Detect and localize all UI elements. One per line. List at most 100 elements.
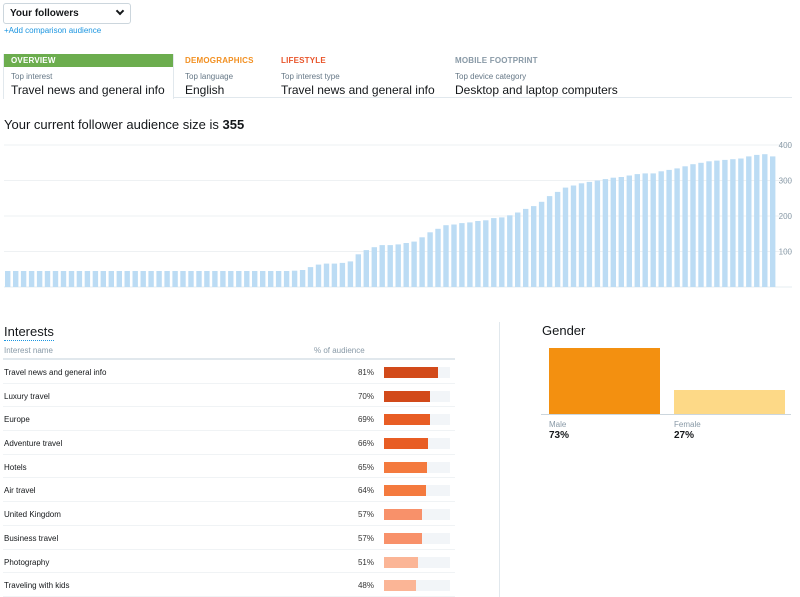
audience-bar[interactable] — [419, 237, 425, 287]
audience-bar[interactable] — [331, 263, 338, 287]
audience-bar[interactable] — [323, 263, 330, 287]
audience-bar[interactable] — [132, 271, 138, 287]
audience-bar[interactable] — [188, 271, 194, 287]
audience-bar[interactable] — [682, 166, 688, 287]
audience-bar[interactable] — [20, 271, 27, 287]
audience-bar[interactable] — [674, 168, 680, 287]
audience-bar[interactable] — [268, 271, 274, 287]
interest-row[interactable]: Traveling with kids 48% — [3, 573, 455, 597]
audience-bar[interactable] — [610, 177, 616, 287]
audience-bar[interactable] — [722, 159, 728, 287]
audience-bar[interactable] — [690, 164, 696, 287]
audience-bar[interactable] — [467, 222, 473, 287]
audience-select[interactable]: Your followers — [3, 3, 131, 24]
audience-bar[interactable] — [148, 271, 154, 287]
audience-bar[interactable] — [650, 173, 656, 287]
audience-bar[interactable] — [387, 245, 393, 287]
audience-bar[interactable] — [196, 271, 202, 287]
audience-bar[interactable] — [156, 271, 162, 287]
interest-row[interactable]: United Kingdom 57% — [3, 502, 455, 526]
audience-bar[interactable] — [443, 225, 449, 287]
audience-bar[interactable] — [626, 175, 632, 288]
audience-bar[interactable] — [52, 271, 59, 287]
audience-bar[interactable] — [714, 160, 720, 287]
gender-bar-female[interactable] — [674, 390, 785, 415]
interest-row[interactable]: Europe 69% — [3, 407, 455, 432]
audience-bar[interactable] — [578, 183, 585, 287]
audience-bar[interactable] — [307, 267, 314, 287]
audience-bar[interactable] — [507, 215, 513, 287]
audience-bar[interactable] — [204, 271, 210, 287]
audience-bar[interactable] — [531, 206, 537, 287]
audience-bar[interactable] — [435, 228, 441, 287]
audience-bar[interactable] — [339, 262, 346, 287]
audience-bar[interactable] — [228, 271, 234, 287]
audience-bar[interactable] — [28, 271, 35, 287]
audience-bar[interactable] — [108, 271, 114, 287]
audience-bar[interactable] — [68, 271, 75, 287]
interest-row[interactable]: Luxury travel 70% — [3, 384, 455, 408]
audience-bar[interactable] — [698, 162, 704, 288]
audience-bar[interactable] — [172, 271, 178, 287]
interest-row[interactable]: Business travel 57% — [3, 526, 455, 550]
audience-bar[interactable] — [562, 187, 569, 287]
audience-bar[interactable] — [491, 218, 497, 287]
tab-demographics[interactable]: DEMOGRAPHICS Top language English — [185, 54, 275, 98]
interest-row[interactable]: Adventure travel 66% — [3, 431, 455, 455]
interest-row[interactable]: Photography 51% — [3, 550, 455, 574]
audience-bar[interactable] — [554, 191, 561, 287]
audience-bar[interactable] — [140, 271, 146, 287]
audience-bar[interactable] — [738, 158, 744, 288]
audience-bar[interactable] — [618, 177, 624, 287]
audience-bar[interactable] — [762, 154, 768, 287]
audience-bar[interactable] — [451, 224, 457, 288]
tab-lifestyle[interactable]: LIFESTYLE Top interest type Travel news … — [281, 54, 451, 98]
audience-bar[interactable] — [84, 271, 91, 287]
audience-bar[interactable] — [538, 201, 545, 287]
audience-bar[interactable] — [602, 179, 609, 287]
audience-bar[interactable] — [594, 180, 601, 288]
add-comparison-audience-link[interactable]: +Add comparison audience — [4, 26, 102, 35]
audience-bar[interactable] — [523, 208, 529, 287]
audience-bar[interactable] — [642, 173, 648, 287]
audience-bar[interactable] — [236, 271, 242, 287]
col-interest-name[interactable]: Interest name — [4, 346, 53, 355]
audience-bar[interactable] — [315, 264, 322, 287]
audience-bar[interactable] — [411, 241, 417, 287]
audience-bar[interactable] — [13, 271, 19, 287]
audience-bar[interactable] — [283, 271, 290, 287]
audience-bar[interactable] — [363, 250, 369, 287]
audience-bar[interactable] — [570, 185, 577, 288]
audience-bar[interactable] — [427, 232, 433, 287]
audience-bar[interactable] — [546, 196, 553, 287]
audience-bar[interactable] — [252, 271, 258, 287]
audience-bar[interactable] — [5, 271, 11, 287]
audience-bar[interactable] — [260, 271, 266, 287]
audience-bar[interactable] — [658, 171, 664, 287]
gender-bar-male[interactable] — [549, 348, 660, 415]
audience-bar[interactable] — [124, 271, 130, 287]
audience-bar[interactable] — [459, 223, 465, 287]
audience-bar[interactable] — [76, 271, 83, 287]
interest-row[interactable]: Air travel 64% — [3, 478, 455, 503]
audience-bar[interactable] — [100, 271, 106, 287]
tab-overview[interactable]: OVERVIEW Top interest Travel news and ge… — [3, 54, 174, 99]
audience-bar[interactable] — [379, 245, 385, 287]
audience-bar[interactable] — [44, 271, 51, 287]
audience-bar[interactable] — [299, 270, 306, 287]
audience-bar[interactable] — [92, 271, 99, 287]
audience-bar[interactable] — [403, 243, 409, 287]
audience-bar[interactable] — [36, 271, 43, 287]
interest-row[interactable]: Hotels 65% — [3, 455, 455, 479]
audience-bar[interactable] — [371, 247, 377, 287]
audience-bar[interactable] — [666, 169, 672, 287]
audience-bar[interactable] — [475, 221, 481, 287]
audience-bar[interactable] — [634, 174, 640, 287]
audience-bar[interactable] — [746, 156, 752, 287]
audience-bar[interactable] — [212, 271, 218, 287]
audience-bar[interactable] — [770, 156, 776, 287]
audience-bar[interactable] — [244, 271, 250, 287]
audience-bar[interactable] — [347, 261, 354, 287]
audience-bar[interactable] — [275, 271, 282, 287]
audience-bar[interactable] — [730, 159, 736, 287]
